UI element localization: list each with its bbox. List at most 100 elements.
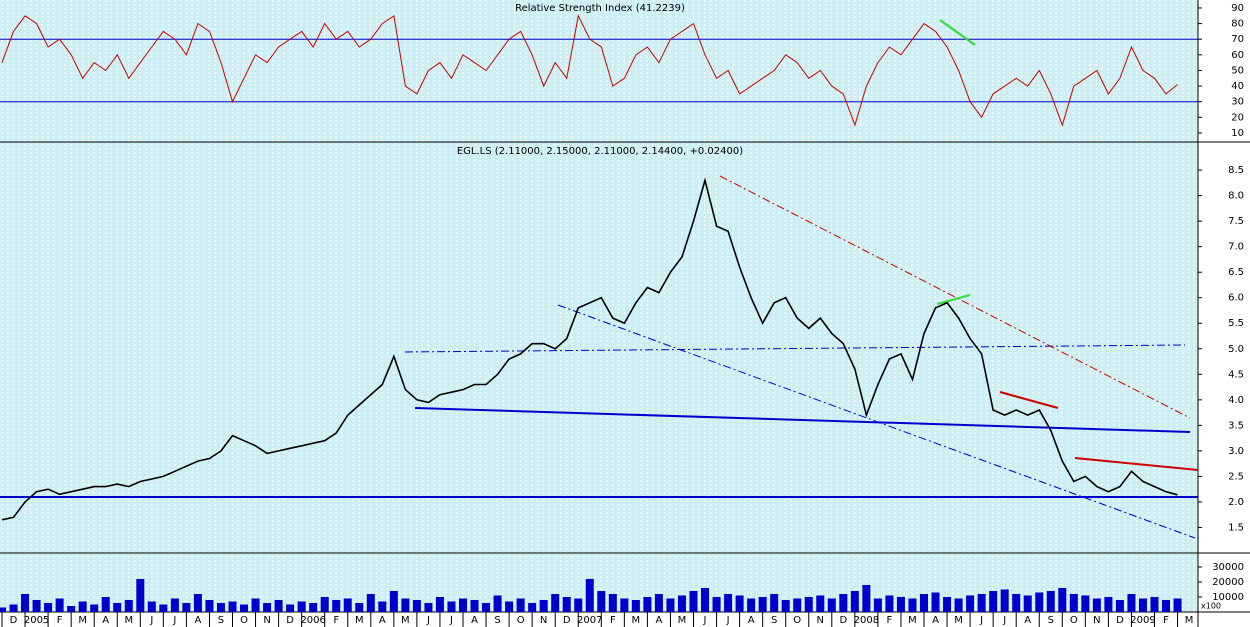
x-tick-label: N	[817, 615, 824, 626]
volume-bar	[459, 598, 467, 612]
x-tick-label: O	[793, 615, 801, 626]
volume-bar	[528, 602, 537, 612]
volume-bar	[551, 593, 560, 612]
x-tick-label: J	[426, 615, 430, 626]
y-tick-label: 10	[1231, 128, 1244, 139]
volume-bar	[654, 593, 663, 612]
time-axis-background	[0, 612, 1198, 627]
volume-bar	[850, 590, 859, 612]
x-tick-label: 2006	[300, 615, 325, 626]
y-tick-label: 3.0	[1228, 446, 1244, 457]
x-tick-label: O	[1070, 615, 1078, 626]
volume-bar	[124, 599, 133, 612]
x-tick-label: A	[748, 615, 755, 626]
y-tick-label: 20000	[1212, 577, 1244, 588]
x-tick-label: M	[678, 615, 687, 626]
x-tick-label: F	[1163, 615, 1169, 626]
trendlines	[0, 19, 1199, 539]
volume-bar	[873, 598, 882, 612]
x-tick-label: F	[57, 615, 63, 626]
x-tick-label: J	[1002, 615, 1006, 626]
x-tick-label: J	[979, 615, 983, 626]
volume-bar	[263, 602, 272, 612]
volume-bar	[309, 602, 318, 612]
volume-bar	[90, 604, 99, 612]
volume-bar	[562, 596, 571, 612]
volume-bar	[67, 605, 76, 612]
volume-bar	[401, 598, 410, 612]
volume-bar	[793, 598, 802, 612]
x-tick-label: A	[656, 615, 663, 626]
volume-bar	[747, 598, 756, 612]
volume-bar	[216, 602, 225, 612]
volume-bar	[113, 602, 122, 612]
volume-bar	[931, 592, 940, 612]
volume-bar	[908, 598, 917, 612]
y-tick-label: 5.0	[1228, 344, 1244, 355]
y-tick-label: 50	[1231, 65, 1244, 76]
y-tick-label: 7.0	[1228, 242, 1244, 253]
x-tick-label: 2008	[854, 615, 879, 626]
volume-bar	[585, 578, 594, 612]
volume-bar	[447, 601, 456, 612]
volume-bar	[9, 604, 18, 612]
x-tick-label: D	[563, 615, 571, 626]
trendline	[939, 19, 976, 46]
y-tick-label: 60	[1231, 50, 1244, 61]
x-tick-label: M	[124, 615, 133, 626]
volume-bar	[724, 593, 733, 612]
volume-bar	[470, 599, 479, 612]
axis-background	[1198, 0, 1250, 627]
volume-bar	[643, 596, 652, 612]
volume-bar	[251, 598, 260, 612]
volume-bar	[240, 604, 249, 612]
volume-bar	[574, 598, 583, 612]
volume-bar	[389, 590, 398, 612]
volume-bar	[343, 598, 352, 612]
series-line	[1, 14, 1178, 127]
volume-bar	[0, 607, 6, 612]
volume-bar	[32, 599, 41, 612]
y-tick-label: 40	[1231, 81, 1244, 92]
volume-bar	[1127, 593, 1136, 612]
x-tick-label: N	[263, 615, 270, 626]
volume-bar	[1150, 596, 1159, 612]
volume-bar	[885, 595, 894, 612]
y-tick-label: 8.5	[1228, 165, 1244, 176]
x-tick-label: A	[932, 615, 939, 626]
volume-bar	[159, 604, 168, 612]
y-tick-label: 90	[1231, 3, 1244, 14]
volume-bar	[1000, 589, 1009, 612]
x-tick-label: A	[195, 615, 202, 626]
y-tick-label: 80	[1231, 19, 1244, 30]
volume-bar	[1046, 590, 1055, 612]
volume-bar	[274, 599, 283, 612]
volume-bar	[147, 601, 156, 612]
volume-bar	[989, 590, 998, 612]
y-tick-label: 30	[1231, 97, 1244, 108]
volume-bar	[21, 593, 30, 612]
x-tick-label: O	[517, 615, 525, 626]
volume-bar	[286, 604, 295, 612]
x-tick-label: J	[449, 615, 453, 626]
volume-bar	[1023, 595, 1032, 612]
x-tick-label: S	[218, 615, 224, 626]
price-title: EGL.LS (2.11000, 2.15000, 2.11000, 2.144…	[457, 146, 743, 157]
trendline	[414, 407, 1191, 433]
trendline	[404, 344, 1186, 353]
volume-bar	[839, 593, 848, 612]
y-tick-label: 20	[1231, 112, 1244, 123]
volume-bar	[182, 602, 191, 612]
y-tick-label: 5.5	[1228, 318, 1244, 329]
y-tick-label: 10000	[1212, 592, 1244, 603]
volume-bar	[966, 595, 975, 612]
volume-bar	[493, 595, 502, 612]
volume-bar	[366, 593, 375, 612]
x-tick-label: A	[471, 615, 478, 626]
volume-bar	[228, 601, 237, 612]
volume-bar	[620, 598, 629, 612]
y-tick-label: 2.0	[1228, 497, 1244, 508]
volume-bar	[101, 596, 110, 612]
